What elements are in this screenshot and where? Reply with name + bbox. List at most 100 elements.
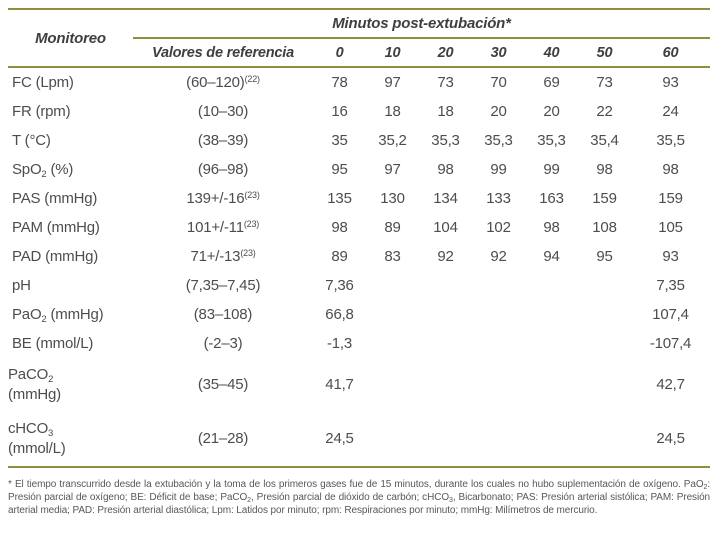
cell-value	[525, 412, 578, 468]
cell-value: 98	[543, 218, 560, 236]
reference-value: 71+/-13(23)	[190, 247, 256, 265]
cell-value: 89	[384, 218, 401, 236]
row-label: PaCO2 (mmHg)	[8, 366, 61, 403]
cell-value: 20	[543, 102, 560, 120]
column-header-minute-40: 40	[525, 38, 578, 68]
cell-value	[472, 412, 525, 468]
monitoring-table: Monitoreo Minutos post-extubación* Valor…	[8, 8, 711, 468]
cell-value	[419, 329, 472, 358]
cell-value: 18	[384, 102, 401, 120]
cell-value: 35,3	[537, 131, 566, 149]
cell-value	[419, 271, 472, 300]
column-header-minute-30: 30	[472, 38, 525, 68]
column-header-minute-10: 10	[366, 38, 419, 68]
row-label: pH	[12, 276, 31, 294]
table-footnote: * El tiempo transcurrido desde la extuba…	[8, 478, 710, 517]
cell-value: 78	[331, 73, 348, 91]
footnote-text: , Presión parcial de dióxido de carbón; …	[250, 492, 450, 503]
cell-value: 135	[327, 189, 352, 207]
citation-superscript: (23)	[243, 218, 260, 229]
cell-value: 104	[433, 218, 458, 236]
cell-value: 159	[658, 189, 683, 207]
column-group-header-minutos: Minutos post-extubación*	[133, 9, 711, 39]
cell-value: 41,7	[325, 376, 354, 393]
reference-value: (38–39)	[197, 131, 249, 149]
reference-value: (96–98)	[197, 160, 249, 178]
cell-value: 24,5	[313, 412, 366, 468]
reference-value: (60–120)(22)	[186, 73, 260, 91]
reference-value: (10–30)	[197, 102, 249, 120]
cell-value: 94	[543, 247, 560, 265]
cell-value	[366, 358, 419, 412]
cell-value: 7,36	[325, 276, 354, 294]
table-row-t: T (°C) (38–39) 35 35,2 35,3 35,3 35,3 35…	[8, 126, 710, 155]
footnote-text: , Bicarbonato; PAS: Presión arterial sis…	[8, 492, 710, 516]
cell-value: 95	[596, 247, 613, 265]
cell-value	[578, 271, 631, 300]
cell-value: 95	[331, 160, 348, 178]
row-label: SpO2 (%)	[12, 160, 74, 180]
reference-value: (7,35–7,45)	[185, 276, 261, 294]
cell-value: 159	[592, 189, 617, 207]
cell-value	[525, 300, 578, 329]
table-row-fc: FC (Lpm) (60–120)(22) 78 97 73 70 69 73 …	[8, 67, 710, 97]
table-header: Monitoreo Minutos post-extubación* Valor…	[8, 9, 711, 68]
reference-value: 139+/-16(23)	[186, 189, 260, 207]
row-label: BE (mmol/L)	[12, 334, 94, 352]
column-header-minute-0: 0	[313, 38, 366, 68]
cell-value: 107,4	[652, 305, 689, 323]
table-row-pad: PAD (mmHg) 71+/-13(23) 89 83 92 92 94 95…	[8, 242, 710, 271]
reference-value: (83–108)	[193, 305, 253, 323]
cell-value: 20	[490, 102, 507, 120]
cell-value: 35,2	[378, 131, 407, 149]
header-row-group: Monitoreo Minutos post-extubación*	[8, 9, 711, 68]
reference-value: (21–28)	[133, 412, 313, 468]
cell-value: 83	[384, 247, 401, 265]
cell-value: 92	[437, 247, 454, 265]
footnote-subscript: 2	[247, 497, 251, 504]
cell-value: 98	[437, 160, 454, 178]
cell-value	[366, 329, 419, 358]
cell-value	[525, 329, 578, 358]
cell-value: 35,5	[656, 131, 685, 149]
cell-value: 97	[384, 73, 401, 91]
cell-value: 105	[658, 218, 683, 236]
row-label: PaO2 (mmHg)	[12, 305, 104, 325]
table-row-chco3: cHCO3 (mmol/L) (21–28) 24,5 24,5	[8, 412, 711, 468]
cell-value: 42,7	[656, 376, 685, 393]
table-row-pas: PAS (mmHg) 139+/-16(23) 135 130 134 133 …	[8, 184, 710, 213]
table-row-spo2: SpO2 (%) (96–98) 95 97 98 99 99 98 98	[8, 155, 710, 184]
cell-value: 98	[662, 160, 679, 178]
cell-value: -1,3	[326, 334, 353, 352]
reference-value: 101+/-11(23)	[186, 218, 260, 236]
cell-value	[525, 358, 578, 412]
citation-superscript: (22)	[244, 73, 260, 84]
cell-value: 18	[437, 102, 454, 120]
cell-value: 24	[662, 102, 679, 120]
cell-value: 69	[543, 73, 560, 91]
cell-value: 98	[331, 218, 348, 236]
cell-value: 93	[662, 247, 679, 265]
cell-value: 99	[543, 160, 560, 178]
column-header-minute-20: 20	[419, 38, 472, 68]
table-row-pam: PAM (mmHg) 101+/-11(23) 98 89 104 102 98…	[8, 213, 710, 242]
citation-superscript: (23)	[240, 247, 256, 258]
reference-value: (35–45)	[197, 376, 249, 393]
table-row-fr: FR (rpm) (10–30) 16 18 18 20 20 22 24	[8, 97, 710, 126]
citation-superscript: (23)	[244, 189, 260, 200]
cell-value	[419, 300, 472, 329]
row-label: PAM (mmHg)	[12, 218, 100, 236]
footnote-subscript: 3	[449, 497, 453, 504]
row-label: PAD (mmHg)	[12, 247, 99, 265]
cell-value: 16	[331, 102, 348, 120]
cell-value: 102	[486, 218, 511, 236]
header-row-columns: Valores de referencia 0 10 20 30 40 50 6…	[8, 38, 711, 68]
cell-value	[578, 329, 631, 358]
subscript: 2	[41, 313, 47, 325]
column-header-monitoreo: Monitoreo	[8, 9, 133, 68]
cell-value	[578, 358, 631, 412]
table-row-paco2: PaCO2 (mmHg) (35–45) 41,7 42,7	[8, 358, 710, 412]
cell-value: 35,3	[484, 131, 513, 149]
row-label: cHCO3 (mmol/L)	[8, 412, 133, 468]
cell-value: 35,3	[431, 131, 460, 149]
